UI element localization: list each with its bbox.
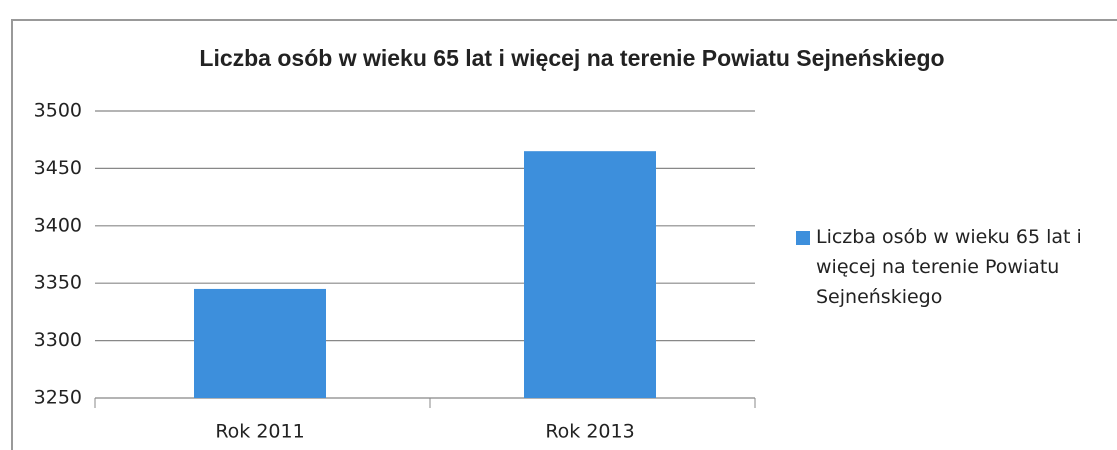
chart-title: Liczba osób w wieku 65 lat i więcej na t… bbox=[199, 45, 944, 71]
y-tick-label: 3450 bbox=[34, 157, 82, 179]
y-tick-label: 3500 bbox=[34, 100, 82, 122]
chart-frame bbox=[11, 19, 1117, 450]
y-tick-label: 3350 bbox=[34, 272, 82, 294]
legend-swatch bbox=[796, 231, 810, 245]
bar bbox=[194, 288, 326, 398]
bar bbox=[524, 151, 656, 398]
legend-label: Liczba osób w wieku 65 lat i więcej na t… bbox=[816, 226, 1082, 308]
x-tick-label: Rok 2013 bbox=[545, 421, 634, 443]
y-tick-label: 3250 bbox=[34, 387, 82, 409]
y-tick-label: 3400 bbox=[34, 214, 82, 236]
legend: Liczba osób w wieku 65 lat i więcej na t… bbox=[796, 222, 1116, 312]
y-tick-label: 3300 bbox=[34, 329, 82, 351]
x-tick-label: Rok 2011 bbox=[215, 421, 304, 443]
